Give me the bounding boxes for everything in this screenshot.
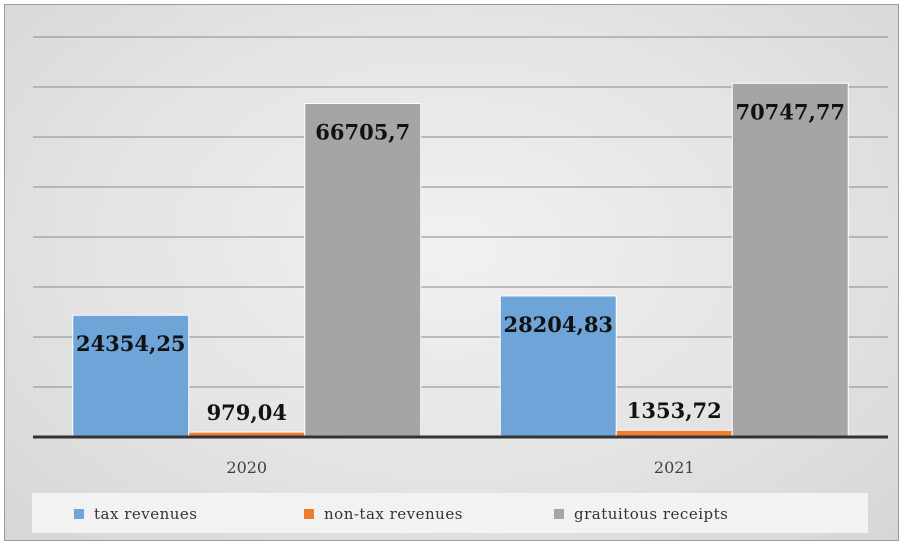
bar-tax-revenues-2020 — [72, 314, 190, 438]
x-tick-label-2021: 2021 — [654, 458, 695, 477]
data-label-gratuitous-receipts-2021: 70747,77 — [735, 99, 845, 124]
data-label-gratuitous-receipts-2020: 66705,7 — [315, 119, 410, 144]
legend-swatch-tax-revenues — [74, 509, 84, 519]
data-label-tax-revenues-2020: 24354,25 — [76, 331, 186, 356]
bars: 24354,25 979,04 66705,7 28204,83 1353,72 7074… — [72, 82, 849, 438]
legend-swatch-non-tax-revenues — [304, 509, 314, 519]
data-label-non-tax-revenues-2021: 1353,72 — [627, 398, 722, 423]
legend-item-non-tax-revenues: non-tax revenues — [304, 505, 463, 523]
bar-gratuitous-receipts-2020 — [304, 102, 422, 438]
legend-item-tax-revenues: tax revenues — [74, 505, 198, 523]
legend: tax revenues non-tax revenues gratuitous… — [32, 493, 868, 533]
legend-item-gratuitous-receipts: gratuitous receipts — [554, 505, 728, 523]
data-label-non-tax-revenues-2020: 979,04 — [207, 400, 287, 425]
x-tick-label-2020: 2020 — [226, 458, 267, 477]
legend-label-gratuitous-receipts: gratuitous receipts — [574, 505, 729, 523]
legend-swatch-gratuitous-receipts — [554, 509, 564, 519]
data-label-tax-revenues-2021: 28204,83 — [503, 312, 613, 337]
legend-label-non-tax-revenues: non-tax revenues — [324, 505, 463, 523]
legend-label-tax-revenues: tax revenues — [94, 505, 198, 523]
bar-gratuitous-receipts-2021 — [731, 82, 849, 438]
bar-tax-revenues-2021 — [499, 295, 617, 438]
x-tick-labels: 2020 2021 — [226, 458, 694, 477]
